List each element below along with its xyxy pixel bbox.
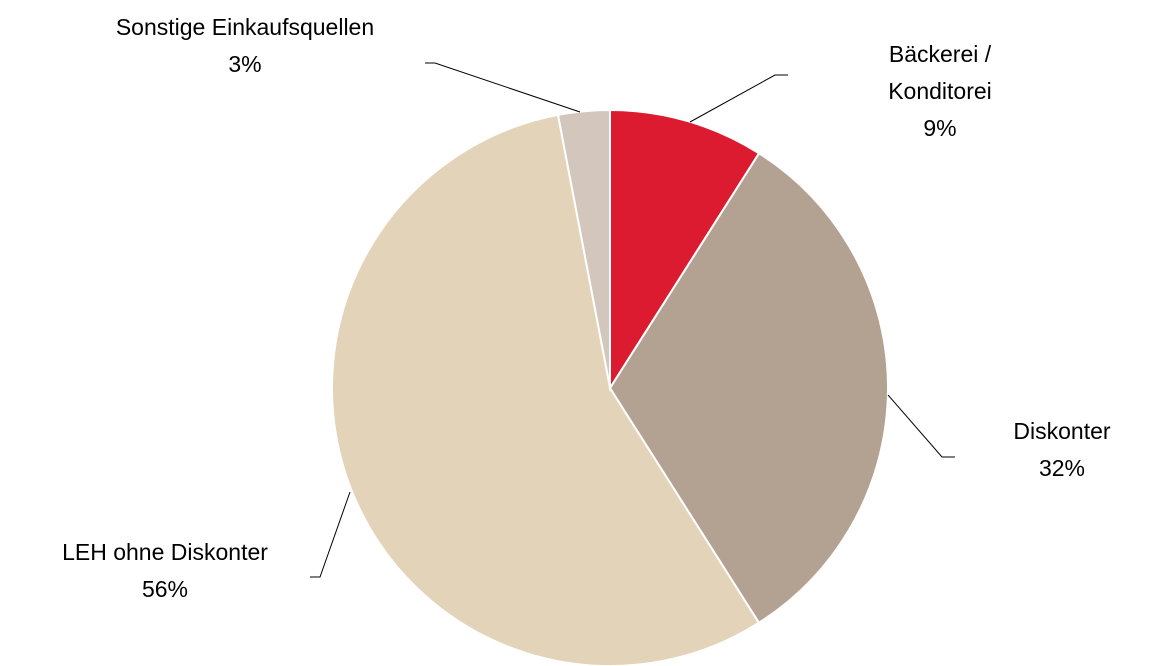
value-label: 3%	[228, 51, 262, 77]
value-label: 32%	[1038, 455, 1086, 481]
pie-slice	[609, 108, 761, 392]
slice-label: Bäckerei / Konditorei 9%	[865, 36, 1015, 147]
slice-label: Sonstige Einkaufsquellen 3%	[45, 9, 445, 83]
value-label: 56%	[141, 576, 189, 602]
category-label: Sonstige Einkaufsquellen	[115, 14, 375, 40]
leader-line	[310, 491, 351, 578]
slice-label: LEH ohne Diskonter 56%	[5, 534, 325, 608]
value-label: 9%	[923, 115, 957, 141]
pie-slice	[608, 151, 889, 625]
slice-label: Diskonter 32%	[962, 413, 1156, 487]
leader-line	[887, 394, 955, 458]
category-label: LEH ohne Diskonter	[62, 539, 268, 565]
category-label: Bäckerei / Konditorei	[888, 41, 992, 104]
leader-line	[689, 74, 788, 123]
category-label: Diskonter	[1013, 418, 1111, 444]
leader-line	[425, 62, 581, 113]
